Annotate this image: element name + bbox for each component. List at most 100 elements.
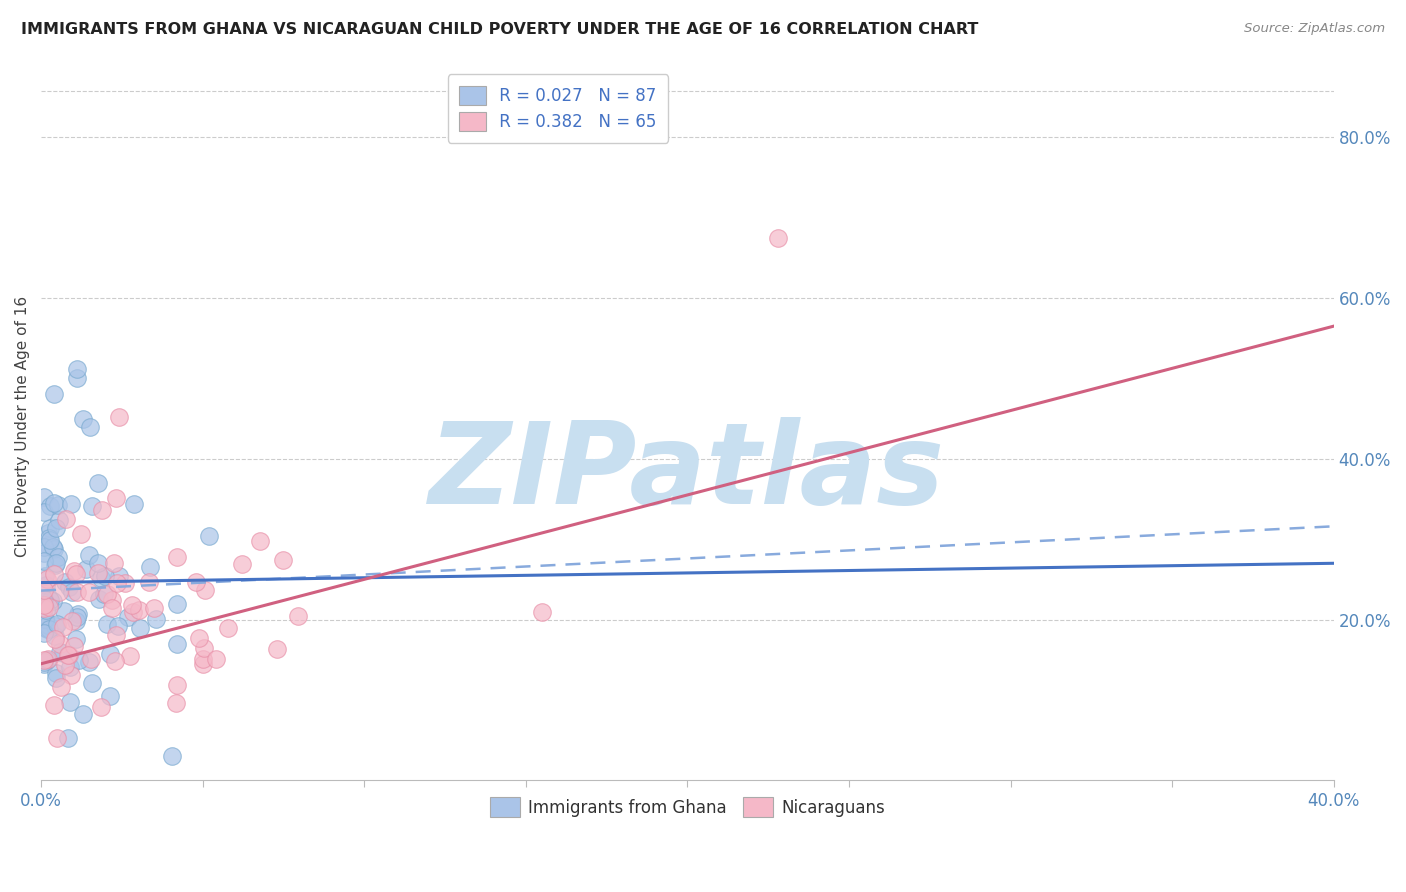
Point [122, 496, 145, 510]
Point [188, 632, 211, 646]
Point [35, 622, 58, 636]
Point [55, 512, 77, 526]
Point [128, 602, 150, 616]
Point [38, 591, 60, 606]
Point [46, 550, 69, 565]
Point [66, 371, 89, 385]
Point [100, 690, 122, 704]
Point [266, 641, 288, 656]
Point [42, 387, 65, 401]
Point [45, 616, 67, 631]
Point [118, 649, 141, 664]
Point [63, 639, 86, 653]
Point [34, 554, 56, 568]
Point [37, 526, 59, 541]
Point [41, 593, 63, 607]
Point [65, 614, 87, 628]
Point [38, 533, 60, 547]
Point [72, 706, 94, 721]
Point [44, 629, 66, 643]
Point [34, 569, 56, 583]
Point [79, 419, 101, 434]
Point [34, 598, 56, 612]
Point [104, 491, 127, 505]
Point [80, 676, 103, 690]
Point [96, 587, 118, 601]
Point [37, 651, 59, 665]
Point [34, 546, 56, 560]
Point [114, 575, 136, 590]
Point [75, 561, 97, 575]
Point [62, 565, 84, 579]
Point [34, 505, 56, 519]
Point [193, 641, 215, 656]
Point [191, 657, 214, 672]
Point [37, 617, 59, 632]
Point [52, 646, 75, 660]
Point [59, 695, 82, 709]
Point [58, 660, 80, 674]
Point [45, 671, 67, 685]
Point [35, 652, 58, 666]
Point [186, 575, 208, 590]
Point [87, 556, 110, 570]
Point [117, 610, 139, 624]
Point [105, 575, 128, 590]
Point [217, 621, 239, 635]
Point [65, 566, 87, 581]
Point [77, 656, 100, 670]
Point [52, 620, 75, 634]
Point [49, 637, 72, 651]
Point [766, 231, 789, 245]
Point [48, 585, 70, 599]
Point [60, 614, 83, 628]
Point [58, 648, 80, 662]
Point [139, 559, 162, 574]
Point [107, 409, 129, 424]
Point [65, 632, 87, 646]
Point [205, 652, 228, 666]
Point [90, 571, 112, 585]
Point [67, 653, 90, 667]
Point [66, 362, 89, 376]
Point [103, 556, 125, 570]
Point [77, 548, 100, 562]
Point [53, 657, 76, 672]
Point [44, 632, 66, 646]
Point [44, 619, 66, 633]
Point [53, 574, 76, 589]
Text: ZIPatlas: ZIPatlas [429, 417, 945, 528]
Point [42, 496, 65, 510]
Point [70, 527, 93, 541]
Point [39, 521, 62, 535]
Point [231, 558, 253, 572]
Point [121, 599, 143, 613]
Point [44, 558, 66, 573]
Point [58, 581, 80, 595]
Point [96, 617, 118, 632]
Point [191, 652, 214, 666]
Point [58, 648, 80, 662]
Point [38, 600, 60, 615]
Point [44, 541, 66, 556]
Point [86, 566, 108, 581]
Point [34, 612, 56, 626]
Point [65, 585, 87, 599]
Point [52, 604, 75, 618]
Point [38, 499, 60, 513]
Point [46, 498, 69, 512]
Point [104, 653, 127, 667]
Point [249, 534, 271, 549]
Point [166, 550, 188, 565]
Point [37, 572, 59, 586]
Point [80, 651, 103, 665]
Point [72, 411, 94, 425]
Point [45, 665, 67, 680]
Point [166, 597, 188, 611]
Point [129, 621, 152, 635]
Point [42, 698, 65, 712]
Point [49, 681, 72, 695]
Point [42, 566, 65, 581]
Point [34, 626, 56, 640]
Point [271, 553, 294, 567]
